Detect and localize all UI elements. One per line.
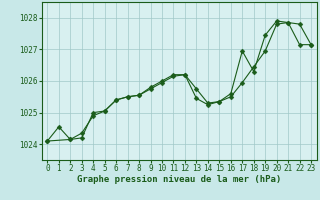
X-axis label: Graphe pression niveau de la mer (hPa): Graphe pression niveau de la mer (hPa) bbox=[77, 175, 281, 184]
